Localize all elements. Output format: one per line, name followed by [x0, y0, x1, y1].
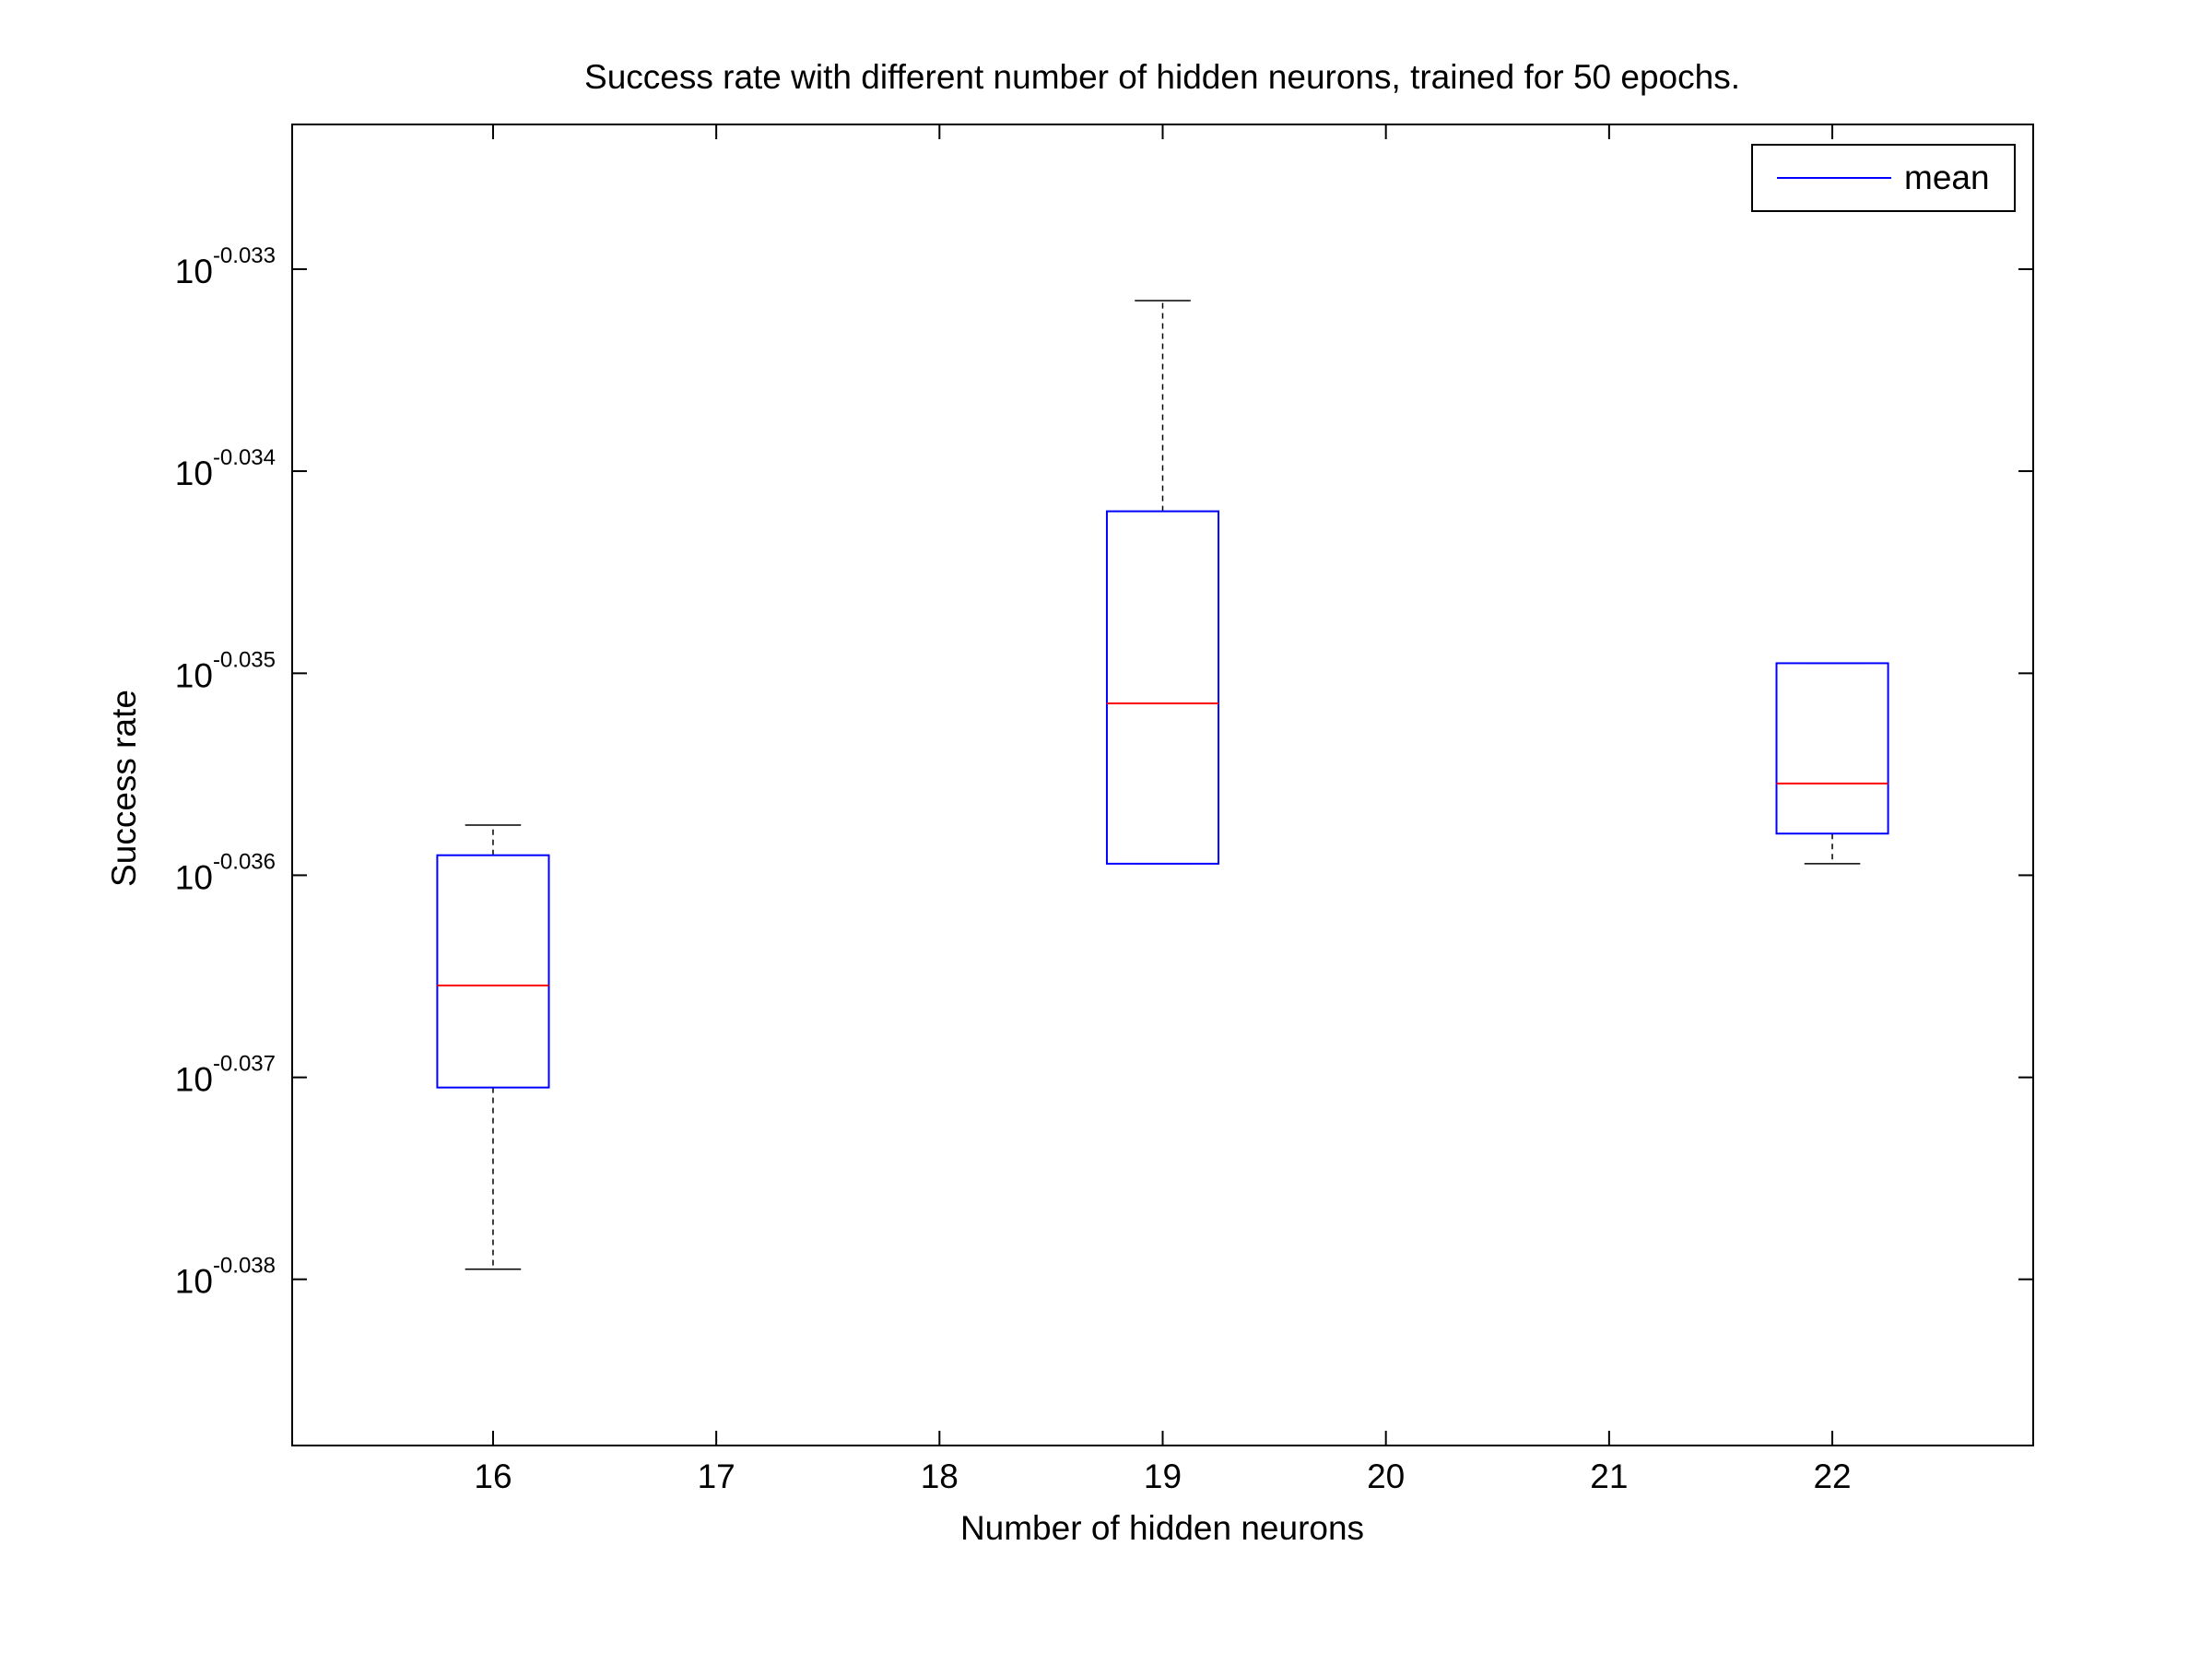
x-tick-label: 22	[1813, 1457, 1851, 1495]
chart-title: Success rate with different number of hi…	[584, 58, 1740, 96]
x-tick-label: 17	[698, 1457, 735, 1495]
y-tick-exponent: -0.036	[213, 849, 276, 874]
x-tick-label: 19	[1144, 1457, 1182, 1495]
y-tick-label: 10-0.038	[175, 1254, 276, 1301]
y-tick-base: 10	[175, 1061, 213, 1099]
y-tick-label: 10-0.035	[175, 647, 276, 694]
y-tick-exponent: -0.033	[213, 243, 276, 268]
x-axis-label: Number of hidden neurons	[960, 1509, 1364, 1547]
y-tick-label: 10-0.034	[175, 445, 276, 492]
y-tick-base: 10	[175, 454, 213, 492]
y-tick-exponent: -0.037	[213, 1052, 276, 1077]
box	[1105, 510, 1220, 865]
y-tick-base: 10	[175, 253, 213, 290]
y-tick-base: 10	[175, 1263, 213, 1301]
y-tick-label: 10-0.033	[175, 243, 276, 290]
y-tick-exponent: -0.035	[213, 647, 276, 672]
y-tick-label: 10-0.037	[175, 1052, 276, 1099]
x-tick-label: 16	[474, 1457, 512, 1495]
y-tick-exponent: -0.034	[213, 445, 276, 470]
y-tick-exponent: -0.038	[213, 1254, 276, 1279]
y-axis-label: Success rate	[105, 690, 143, 887]
x-tick-label: 21	[1590, 1457, 1628, 1495]
legend-label: mean	[1904, 159, 1990, 196]
x-tick-label: 20	[1367, 1457, 1405, 1495]
y-tick-base: 10	[175, 656, 213, 694]
box	[436, 854, 550, 1089]
x-tick-label: 18	[921, 1457, 959, 1495]
y-tick-base: 10	[175, 858, 213, 896]
box	[1775, 662, 1889, 835]
y-tick-label: 10-0.036	[175, 849, 276, 896]
